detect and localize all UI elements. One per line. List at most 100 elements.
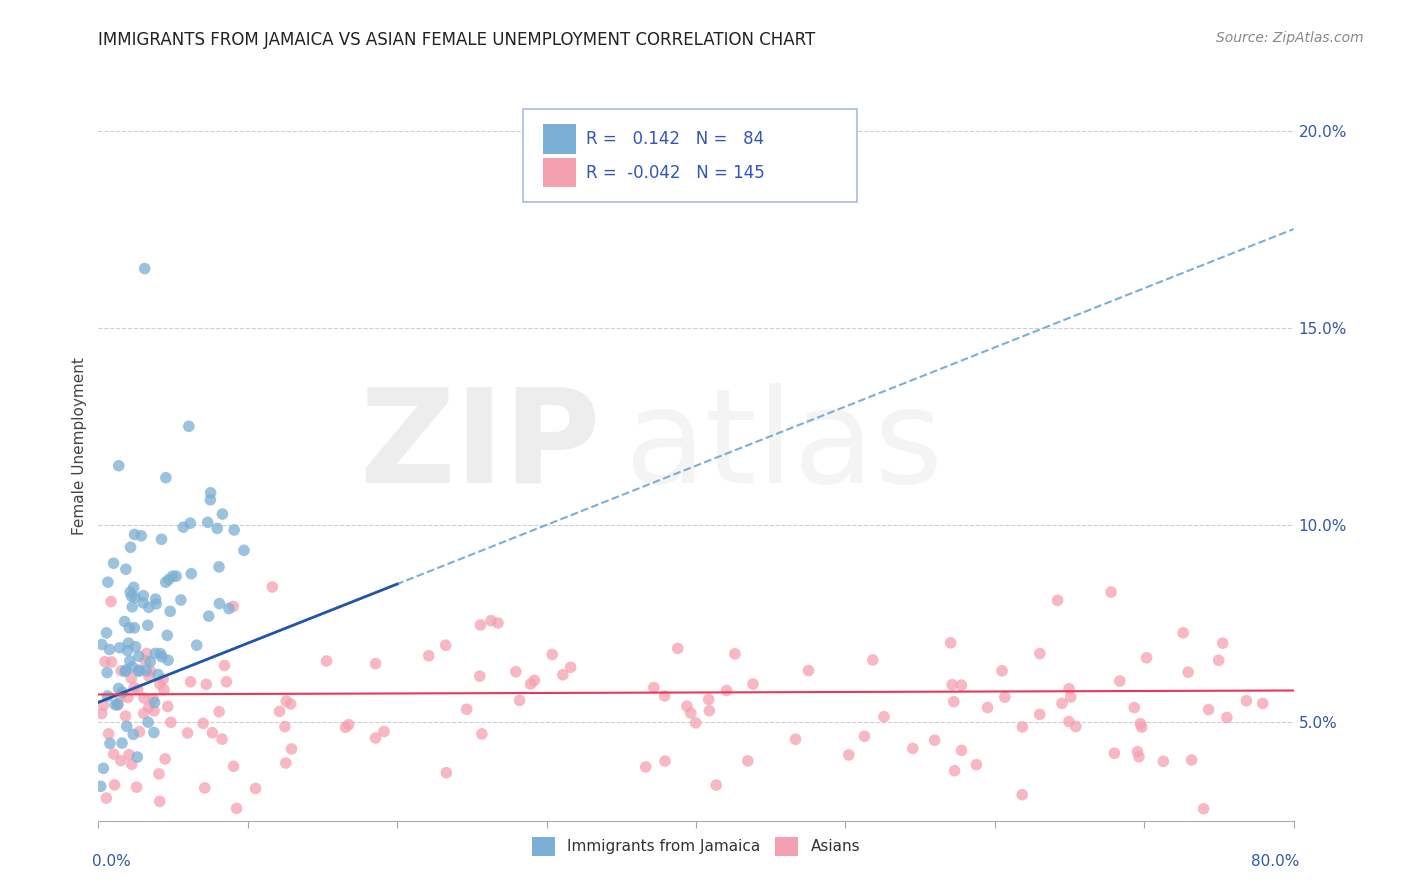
Point xyxy=(128,664,150,678)
Point xyxy=(142,725,165,739)
Point xyxy=(470,618,492,632)
Point xyxy=(1208,653,1230,667)
Point xyxy=(114,615,136,629)
Point xyxy=(128,663,150,677)
Point xyxy=(143,704,166,718)
Point xyxy=(100,655,122,669)
Point xyxy=(1064,719,1087,733)
Point xyxy=(120,671,142,685)
Point xyxy=(100,594,122,608)
Point xyxy=(93,698,115,713)
Point xyxy=(276,694,298,708)
Point xyxy=(132,691,155,706)
Point xyxy=(1011,788,1033,802)
Point xyxy=(172,520,194,534)
Point xyxy=(742,677,765,691)
Point xyxy=(104,698,127,712)
Text: R =  -0.042   N = 145: R = -0.042 N = 145 xyxy=(586,163,765,181)
Point xyxy=(136,715,159,730)
Point xyxy=(180,566,202,581)
Point xyxy=(222,599,245,614)
Text: atlas: atlas xyxy=(624,383,943,509)
Point xyxy=(98,736,121,750)
Point xyxy=(1198,702,1220,716)
Point xyxy=(149,647,172,661)
Point xyxy=(107,458,129,473)
Point xyxy=(96,625,118,640)
Point xyxy=(186,638,208,652)
Point xyxy=(551,667,574,681)
Point xyxy=(541,648,564,662)
Point xyxy=(129,529,152,543)
Point xyxy=(180,674,202,689)
Point xyxy=(994,690,1017,705)
Point xyxy=(1130,720,1153,734)
Point xyxy=(208,705,231,719)
Bar xyxy=(543,124,576,153)
Point xyxy=(950,678,973,692)
Point xyxy=(139,655,162,669)
Point xyxy=(132,596,155,610)
Point xyxy=(471,727,494,741)
Point xyxy=(152,673,174,687)
Point xyxy=(205,521,228,535)
Point xyxy=(200,492,222,507)
Point xyxy=(418,648,440,663)
Point xyxy=(1152,755,1174,769)
Point xyxy=(149,677,172,691)
Point xyxy=(108,640,131,655)
Point xyxy=(924,733,946,747)
Point xyxy=(115,562,138,576)
Point xyxy=(853,729,876,743)
Point xyxy=(127,750,149,764)
Point xyxy=(135,654,157,668)
Point xyxy=(97,727,120,741)
Point xyxy=(142,692,165,706)
Point xyxy=(486,615,509,630)
Point xyxy=(1057,714,1080,729)
Point xyxy=(950,743,973,757)
Point xyxy=(135,664,157,678)
Point xyxy=(274,720,297,734)
Point xyxy=(157,573,180,587)
Point xyxy=(148,767,170,781)
Point xyxy=(505,665,527,679)
Point xyxy=(208,597,231,611)
Point xyxy=(716,683,738,698)
Point xyxy=(943,764,966,778)
Point xyxy=(176,726,198,740)
Point xyxy=(364,657,387,671)
Point xyxy=(901,741,924,756)
Point xyxy=(224,523,246,537)
Point xyxy=(115,719,138,733)
Point xyxy=(200,485,222,500)
Point xyxy=(1011,720,1033,734)
Point xyxy=(117,643,139,657)
Point xyxy=(93,761,115,775)
Point xyxy=(177,419,200,434)
Point xyxy=(262,580,284,594)
Point xyxy=(704,778,727,792)
Point xyxy=(1251,697,1274,711)
Point xyxy=(1216,710,1239,724)
Point xyxy=(676,699,699,714)
Point xyxy=(118,747,141,762)
Point xyxy=(153,682,176,697)
Point xyxy=(634,760,657,774)
Point xyxy=(679,706,702,720)
Point xyxy=(233,543,256,558)
Point xyxy=(103,778,125,792)
Point xyxy=(1099,585,1122,599)
Point xyxy=(117,690,139,705)
Point xyxy=(146,667,169,681)
Point xyxy=(479,614,502,628)
Point xyxy=(1123,700,1146,714)
Point xyxy=(1126,745,1149,759)
Point xyxy=(121,757,143,772)
Point xyxy=(1177,665,1199,680)
Point xyxy=(121,589,143,603)
Point xyxy=(666,641,689,656)
Point xyxy=(150,649,173,664)
Point xyxy=(170,593,193,607)
Point xyxy=(155,575,177,590)
